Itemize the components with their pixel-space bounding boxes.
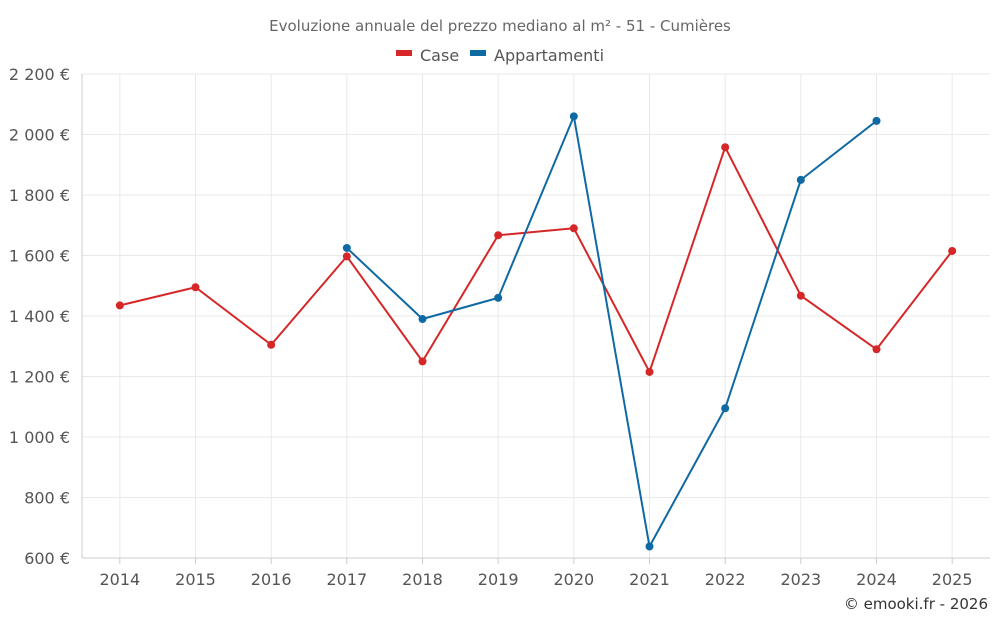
y-tick-label: 1 600 € <box>9 247 70 266</box>
data-point-appartamenti[interactable] <box>569 112 578 121</box>
axes: 600 € 800 € 1 000 € 1 200 € 1 400 € 1 600 € 1 … <box>9 65 990 589</box>
data-point-case[interactable] <box>115 301 124 310</box>
y-tick-label: 2 000 € <box>9 126 70 145</box>
data-point-appartamenti[interactable] <box>342 243 351 252</box>
x-tick-label: 2016 <box>251 570 292 589</box>
y-tick-label: 1 400 € <box>9 307 70 326</box>
data-point-case[interactable] <box>191 283 200 292</box>
y-tick-label: 600 € <box>24 549 70 568</box>
credit-text: © emooki.fr - 2026 <box>844 595 988 613</box>
x-tick-label: 2019 <box>478 570 519 589</box>
data-point-appartamenti[interactable] <box>721 404 730 413</box>
data-point-case[interactable] <box>569 224 578 233</box>
x-tick-label: 2018 <box>402 570 443 589</box>
data-point-case[interactable] <box>721 143 730 152</box>
legend-swatch-appartamenti <box>470 50 486 56</box>
data-point-case[interactable] <box>796 291 805 300</box>
data-point-appartamenti[interactable] <box>796 175 805 184</box>
x-tick-label: 2025 <box>932 570 973 589</box>
data-point-appartamenti[interactable] <box>418 315 427 324</box>
x-tick-label: 2021 <box>629 570 670 589</box>
data-point-case[interactable] <box>267 340 276 349</box>
data-point-case[interactable] <box>872 345 881 354</box>
series <box>115 112 957 551</box>
x-tick-label: 2015 <box>175 570 216 589</box>
y-tick-label: 1 000 € <box>9 428 70 447</box>
x-tick-label: 2023 <box>780 570 821 589</box>
data-point-case[interactable] <box>645 367 654 376</box>
x-tick-label: 2014 <box>99 570 140 589</box>
legend-label-appartamenti[interactable]: Appartamenti <box>494 46 604 65</box>
data-point-appartamenti[interactable] <box>645 542 654 551</box>
grid <box>82 73 990 559</box>
series-line-appartamenti <box>346 115 878 548</box>
y-tick-label: 800 € <box>24 489 70 508</box>
x-tick-label: 2024 <box>856 570 897 589</box>
data-point-case[interactable] <box>418 357 427 366</box>
y-tick-label: 1 800 € <box>9 186 70 205</box>
data-point-appartamenti[interactable] <box>494 293 503 302</box>
y-tick-label: 1 200 € <box>9 368 70 387</box>
chart-title: Evoluzione annuale del prezzo mediano al… <box>269 17 731 35</box>
x-tick-label: 2020 <box>553 570 594 589</box>
data-point-case[interactable] <box>342 252 351 261</box>
data-point-appartamenti[interactable] <box>872 116 881 125</box>
legend-swatch-case <box>396 50 412 56</box>
legend-label-case[interactable]: Case <box>420 46 459 65</box>
x-tick-label: 2017 <box>326 570 367 589</box>
series-line-case <box>119 146 953 373</box>
legend: Case Appartamenti <box>396 46 604 65</box>
data-point-case[interactable] <box>948 246 957 255</box>
x-tick-label: 2022 <box>705 570 746 589</box>
data-point-case[interactable] <box>494 231 503 240</box>
y-tick-label: 2 200 € <box>9 65 70 84</box>
